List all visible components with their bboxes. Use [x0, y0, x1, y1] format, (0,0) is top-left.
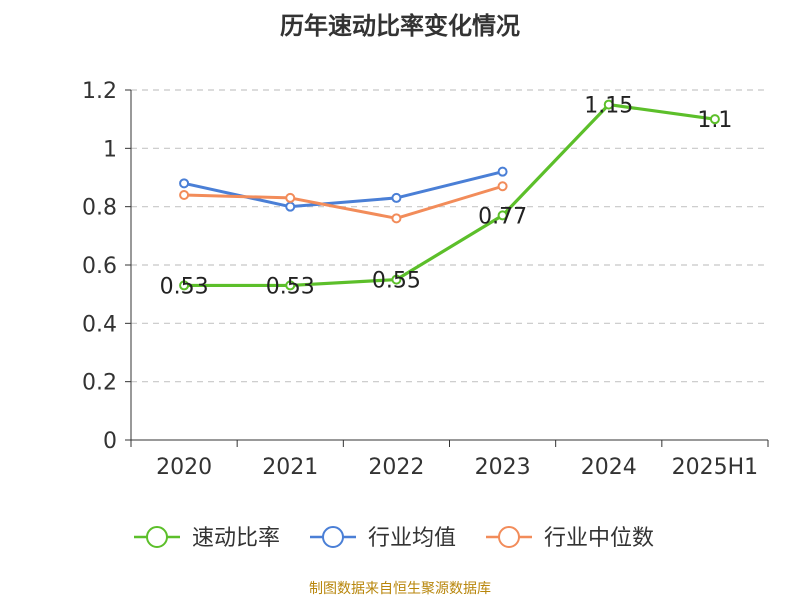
x-tick-label: 2020: [156, 455, 212, 480]
axes: 0 0.2 0.4 0.6 0.8 1 1.2 2020 2021 2022 2023 2024 202…: [82, 79, 769, 480]
x-tick-label: 2021: [262, 455, 318, 480]
data-label: 1.1: [697, 108, 732, 133]
data-labels: 0.53 0.53 0.55 0.77 1.15 1.1: [160, 94, 733, 300]
data-label: 0.53: [160, 274, 209, 299]
series: [179, 99, 720, 291]
source-note: 制图数据来自恒生聚源数据库: [309, 581, 491, 597]
y-tick-label: 0.4: [82, 312, 117, 337]
data-point: [285, 201, 296, 212]
data-point: [179, 280, 190, 291]
x-tick-label: 2024: [581, 455, 637, 480]
data-label: 0.55: [372, 269, 421, 294]
legend-marker: [498, 526, 520, 548]
legend-label: 速动比率: [192, 526, 280, 551]
x-tick-label: 2023: [475, 455, 531, 480]
data-point: [285, 280, 296, 291]
y-tick-label: 1: [103, 137, 117, 162]
data-point: [285, 192, 296, 203]
data-point: [391, 213, 402, 224]
data-point: [603, 99, 614, 110]
x-tick-label: 2022: [368, 455, 424, 480]
data-point: [179, 178, 190, 189]
chart-title: 历年速动比率变化情况: [280, 12, 520, 40]
legend-label: 行业均值: [368, 526, 456, 551]
series-line: [182, 184, 505, 220]
data-point: [391, 192, 402, 203]
data-point: [391, 274, 402, 285]
legend-marker: [146, 526, 168, 548]
x-tick-label: 2025H1: [672, 455, 759, 480]
y-tick-label: 0.2: [82, 371, 117, 396]
legend-marker: [322, 526, 344, 548]
data-point: [179, 190, 190, 200]
data-label: 0.53: [266, 274, 315, 299]
series-line: [182, 102, 717, 288]
grid: [131, 89, 768, 383]
y-tick-label: 0.8: [82, 196, 117, 221]
data-label: 1.15: [584, 94, 633, 119]
data-point: [497, 166, 508, 177]
legend-label: 行业中位数: [544, 526, 654, 551]
data-point: [497, 210, 508, 221]
data-point: [709, 114, 720, 125]
legend: 速动比率 行业均值 行业中位数: [134, 526, 654, 551]
data-point: [497, 181, 508, 192]
y-tick-label: 1.2: [82, 79, 117, 104]
y-tick-label: 0.6: [82, 254, 117, 279]
y-tick-label: 0: [103, 429, 117, 454]
data-label: 0.77: [478, 204, 527, 229]
